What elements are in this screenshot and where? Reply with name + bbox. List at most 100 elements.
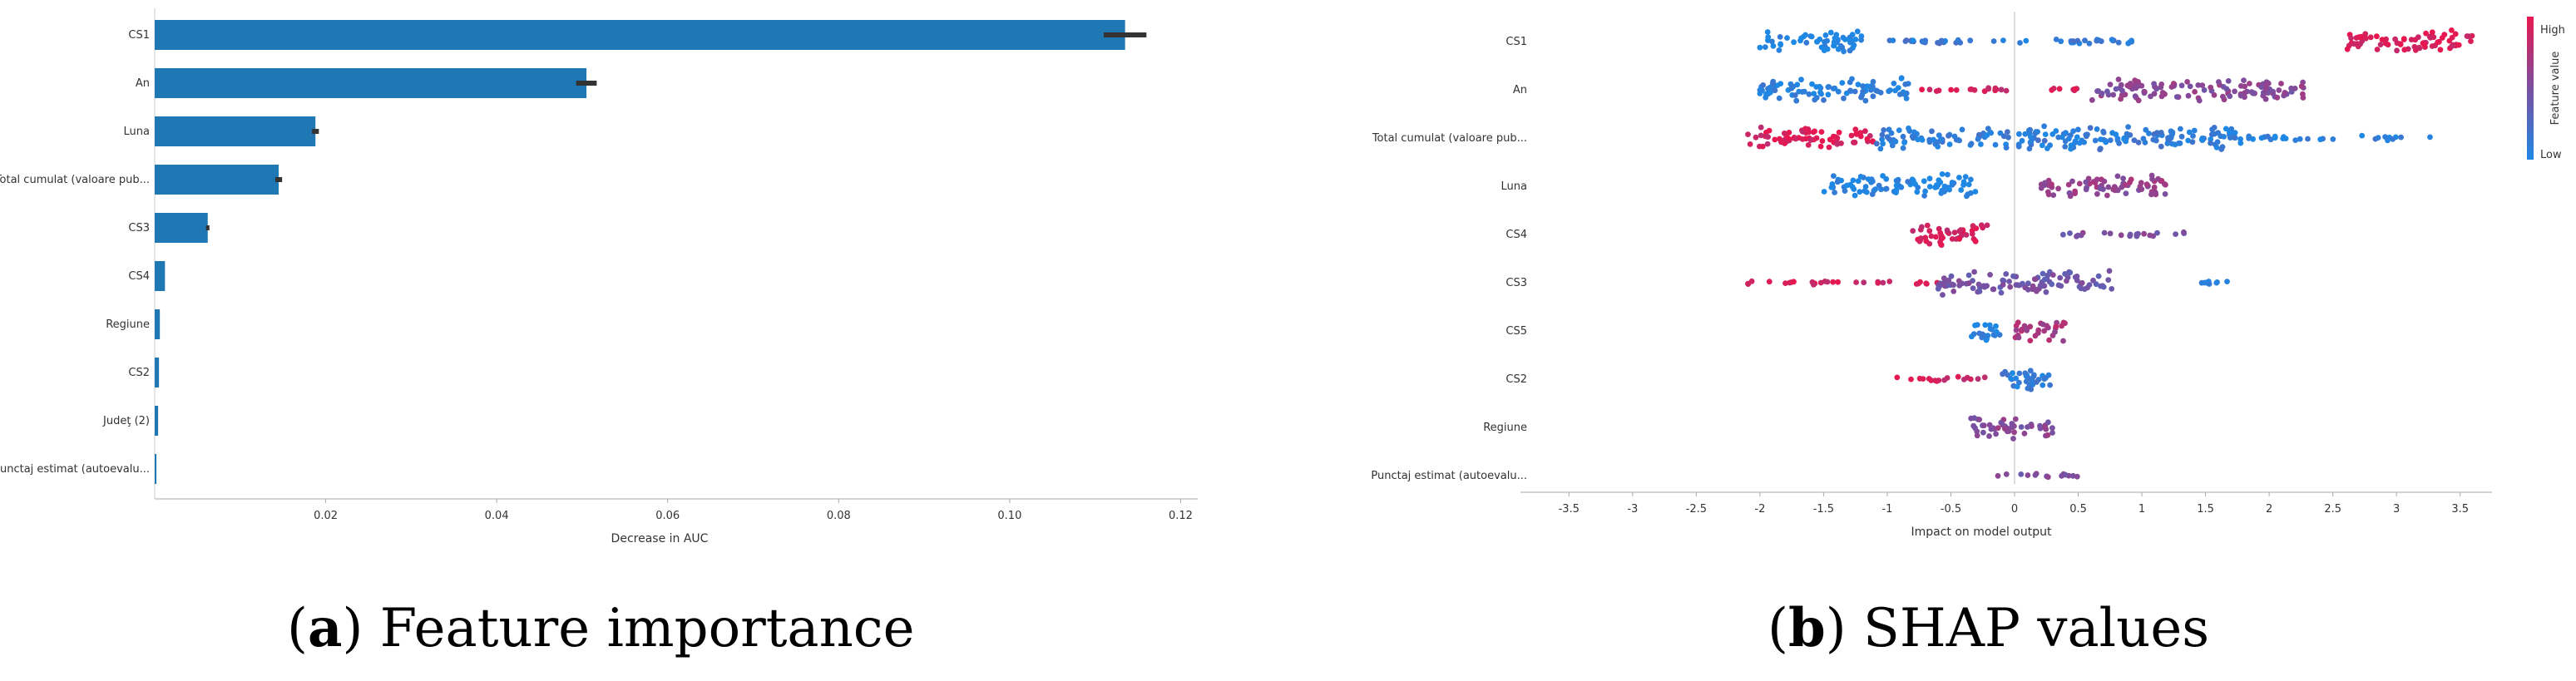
swarm-point bbox=[2172, 141, 2178, 148]
swarm-point bbox=[2067, 193, 2074, 200]
swarm-point bbox=[1919, 86, 1925, 93]
swarm-point bbox=[2045, 419, 2051, 426]
swarm-point bbox=[2107, 81, 2114, 87]
swarm-point bbox=[1855, 81, 1862, 87]
swarm-point bbox=[1981, 88, 1988, 95]
swarm-point bbox=[2035, 327, 2042, 333]
swarm-point bbox=[2049, 333, 2056, 338]
swarm-point bbox=[1880, 279, 1886, 286]
swarm-point bbox=[2025, 286, 2031, 293]
swarm-point bbox=[2012, 416, 2019, 422]
swarm-point bbox=[1813, 95, 1820, 101]
swarm-point bbox=[2049, 272, 2056, 278]
swarm-point bbox=[1895, 178, 1901, 185]
swarm-point bbox=[2074, 473, 2080, 480]
swarm-point bbox=[2035, 129, 2040, 135]
swarm-point bbox=[1862, 97, 1869, 104]
bar-10 bbox=[155, 454, 157, 484]
swarm-point bbox=[1920, 376, 1926, 382]
swarm-point bbox=[1784, 35, 1790, 41]
swarm-point bbox=[1987, 272, 1993, 278]
swarm-point bbox=[2098, 136, 2104, 143]
swarm-point bbox=[2138, 186, 2145, 193]
swarm-point bbox=[2232, 130, 2238, 136]
swarm-point bbox=[1825, 91, 1832, 98]
swarm-point bbox=[2292, 137, 2299, 144]
swarm-point bbox=[1933, 88, 1940, 94]
swarm-point bbox=[2107, 230, 2114, 237]
swarm-point bbox=[2038, 185, 2044, 191]
swarm-point bbox=[2033, 286, 2039, 293]
swarm-point bbox=[2158, 178, 2165, 184]
swarm-point bbox=[2094, 176, 2100, 183]
swarm-point bbox=[2125, 40, 2132, 47]
swarm-point bbox=[1811, 281, 1817, 288]
swarm-point bbox=[2079, 279, 2085, 286]
swarm-point bbox=[2014, 383, 2020, 390]
swarm-point bbox=[1839, 80, 1846, 86]
swarm-point bbox=[2092, 137, 2099, 144]
swarm-point bbox=[1835, 279, 1841, 285]
feature-label-3: Total cumulat (valoare pub... bbox=[1372, 132, 1527, 145]
swarm-point bbox=[2464, 33, 2470, 39]
swarm-point bbox=[1819, 138, 1826, 144]
swarm-point bbox=[2143, 181, 2150, 188]
category-label-7: Regiune bbox=[106, 318, 150, 331]
swarm-point bbox=[1917, 279, 1923, 285]
swarm-point bbox=[2097, 146, 2103, 153]
swarm-point bbox=[1791, 39, 1797, 46]
swarm-point bbox=[2024, 327, 2030, 333]
swarm-point bbox=[1890, 37, 1896, 43]
swarm-point bbox=[1911, 129, 1917, 136]
swarm-point bbox=[2265, 90, 2272, 96]
swarm-point bbox=[2005, 129, 2010, 136]
swarm-point bbox=[2168, 84, 2175, 90]
swarm-point bbox=[1811, 91, 1817, 96]
swarm-point bbox=[1910, 37, 1916, 43]
swarm-point bbox=[2090, 277, 2096, 284]
swarm-point bbox=[2151, 184, 2158, 190]
swarm-point bbox=[1781, 130, 1787, 136]
x-tick-label-13: 2.5 bbox=[2324, 503, 2341, 516]
swarm-row-1 bbox=[1757, 27, 2475, 55]
swarm-point bbox=[1793, 97, 1800, 104]
swarm-point bbox=[1831, 173, 1837, 180]
swarm-point bbox=[1965, 280, 1972, 287]
swarm-point bbox=[2023, 37, 2030, 44]
swarm-point bbox=[1747, 141, 1753, 147]
swarm-point bbox=[2060, 319, 2067, 326]
caption-feature-importance: (a) Feature importance bbox=[287, 597, 915, 659]
swarm-point bbox=[2385, 42, 2391, 48]
swarm-point bbox=[2247, 81, 2252, 86]
swarm-point bbox=[1772, 87, 1778, 94]
swarm-point bbox=[2025, 472, 2031, 478]
swarm-point bbox=[1757, 86, 1763, 93]
swarm-point bbox=[1767, 84, 1773, 91]
swarm-point bbox=[1936, 283, 1943, 289]
swarm-point bbox=[1971, 269, 1977, 275]
swarm-point bbox=[2154, 229, 2160, 236]
swarm-point bbox=[2201, 86, 2208, 93]
swarm-point bbox=[1774, 82, 1781, 88]
swarm-point bbox=[2222, 126, 2229, 132]
swarm-point bbox=[1995, 425, 2001, 432]
swarm-point bbox=[2374, 47, 2381, 52]
swarm-point bbox=[2110, 186, 2117, 193]
x-tick-label-14: 3 bbox=[2393, 503, 2400, 516]
feature-label-7: CS5 bbox=[1506, 325, 1527, 338]
swarm-point bbox=[2123, 190, 2129, 197]
swarm-point bbox=[1958, 227, 1964, 233]
swarm-point bbox=[1827, 29, 1834, 36]
swarm-point bbox=[1971, 415, 1977, 422]
swarm-point bbox=[1833, 32, 1840, 38]
swarm-point bbox=[1949, 180, 1955, 185]
bar-1 bbox=[155, 20, 1125, 50]
swarm-point bbox=[1764, 141, 1771, 147]
swarm-point bbox=[1946, 132, 1951, 139]
bar-4 bbox=[155, 165, 279, 195]
swarm-point bbox=[2133, 232, 2140, 238]
swarm-point bbox=[2367, 34, 2374, 41]
swarm-point bbox=[1871, 187, 1877, 194]
swarm-point bbox=[2095, 273, 2102, 279]
x-tick-label-11: 1.5 bbox=[2197, 503, 2214, 516]
